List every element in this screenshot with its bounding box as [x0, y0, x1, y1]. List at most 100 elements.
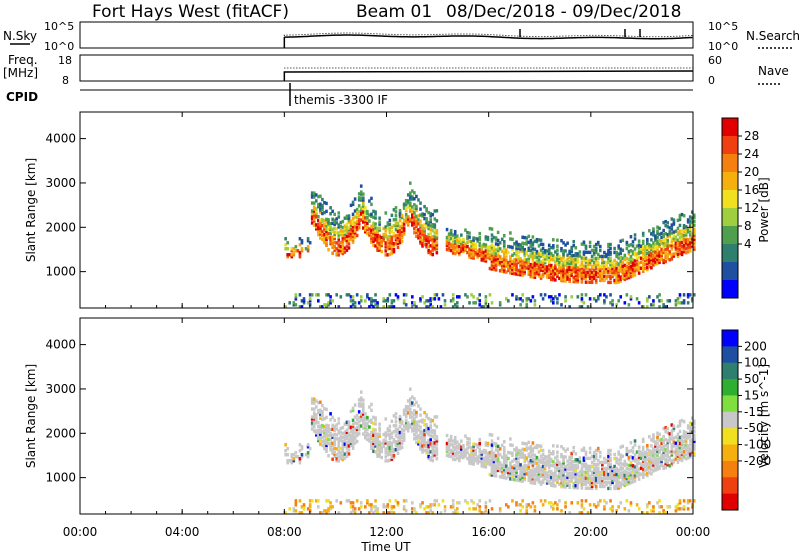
power-cell	[329, 222, 332, 226]
power-cell	[590, 266, 594, 271]
power-cell	[404, 220, 408, 225]
velocity-cell	[376, 448, 379, 452]
power-cell	[693, 235, 696, 239]
power-cell	[654, 256, 657, 260]
power-cell	[421, 226, 424, 230]
power-cell	[323, 224, 326, 229]
velocity-cell	[572, 463, 576, 468]
velocity-cell	[492, 469, 496, 474]
power-cell	[406, 217, 410, 221]
velocity-cell	[507, 505, 510, 509]
y-tick-label: 2000	[45, 426, 76, 440]
velocity-cell	[406, 429, 410, 433]
velocity-cell	[547, 457, 551, 461]
power-cell	[574, 266, 578, 270]
velocity-cell	[349, 435, 353, 440]
power-cell	[654, 262, 657, 266]
velocity-cell	[596, 446, 600, 451]
power-cell	[609, 274, 612, 279]
power-cell	[666, 299, 670, 303]
power-cell	[541, 297, 545, 301]
velocity-cell	[660, 457, 663, 462]
power-cell	[466, 250, 469, 255]
power-cell	[631, 258, 635, 262]
velocity-cell	[376, 446, 379, 450]
velocity-cell	[545, 471, 549, 475]
velocity-cell	[558, 476, 561, 481]
velocity-cell	[572, 481, 576, 486]
velocity-cell	[370, 430, 373, 435]
velocity-cell	[556, 444, 559, 448]
velocity-cell	[605, 460, 608, 465]
power-cell	[380, 249, 383, 254]
power-cell	[533, 267, 537, 271]
velocity-cell	[427, 416, 430, 421]
power-cell	[674, 251, 678, 255]
power-cell	[433, 297, 437, 301]
power-cell	[627, 275, 631, 280]
velocity-cell	[576, 484, 580, 488]
power-cell	[564, 243, 567, 247]
power-cell	[339, 224, 343, 229]
power-cell	[623, 275, 627, 280]
velocity-cell	[378, 448, 381, 452]
power-cell	[646, 267, 649, 272]
velocity-cell	[545, 459, 549, 463]
power-cell	[384, 241, 388, 245]
velocity-cell	[386, 427, 390, 431]
velocity-cell	[619, 481, 623, 485]
power-cell	[378, 234, 381, 238]
velocity-cell	[333, 442, 336, 447]
velocity-cell	[658, 511, 661, 515]
power-cell	[462, 237, 465, 242]
velocity-cell	[670, 423, 674, 427]
power-cell	[300, 241, 304, 245]
velocity-cell	[427, 454, 430, 459]
velocity-cell	[629, 449, 633, 453]
y-tick-label: 3000	[45, 176, 76, 190]
velocity-cell	[662, 466, 665, 471]
velocity-cell	[615, 456, 618, 461]
power-cell	[478, 247, 482, 252]
velocity-cell	[652, 469, 655, 473]
velocity-cell	[351, 509, 355, 513]
power-cell	[388, 305, 392, 309]
power-cell	[535, 249, 539, 254]
power-cell	[643, 250, 647, 255]
power-cell	[619, 279, 623, 283]
power-cell	[470, 247, 473, 252]
power-cell	[584, 256, 588, 260]
power-cell	[562, 261, 565, 265]
power-cell	[286, 247, 289, 251]
velocity-cell	[682, 439, 686, 444]
power-cell	[394, 238, 398, 242]
velocity-cell	[374, 505, 377, 509]
velocity-cell	[523, 469, 527, 474]
power-cell	[549, 271, 553, 276]
power-cell	[451, 237, 455, 241]
velocity-cell	[341, 457, 345, 462]
power-cell	[539, 262, 543, 266]
velocity-cell	[662, 509, 665, 513]
velocity-cell	[417, 436, 420, 440]
velocity-cell	[451, 499, 455, 503]
velocity-cell	[386, 443, 390, 447]
velocity-cell	[594, 472, 598, 477]
velocity-cell	[652, 509, 655, 513]
power-cell	[609, 270, 612, 275]
power-cell	[423, 301, 426, 305]
velocity-cell	[462, 455, 465, 460]
power-cell	[319, 226, 322, 230]
velocity-cell	[523, 459, 527, 464]
velocity-cell	[576, 472, 580, 476]
velocity-cell	[693, 443, 696, 447]
power-cell	[623, 273, 627, 278]
velocity-cell	[596, 501, 600, 505]
velocity-cell	[637, 477, 641, 481]
velocity-cell	[678, 455, 682, 460]
velocity-cell	[464, 454, 467, 458]
power-cell	[347, 214, 351, 218]
velocity-cell	[582, 482, 586, 486]
velocity-cell	[415, 424, 418, 429]
power-cell	[470, 255, 473, 260]
